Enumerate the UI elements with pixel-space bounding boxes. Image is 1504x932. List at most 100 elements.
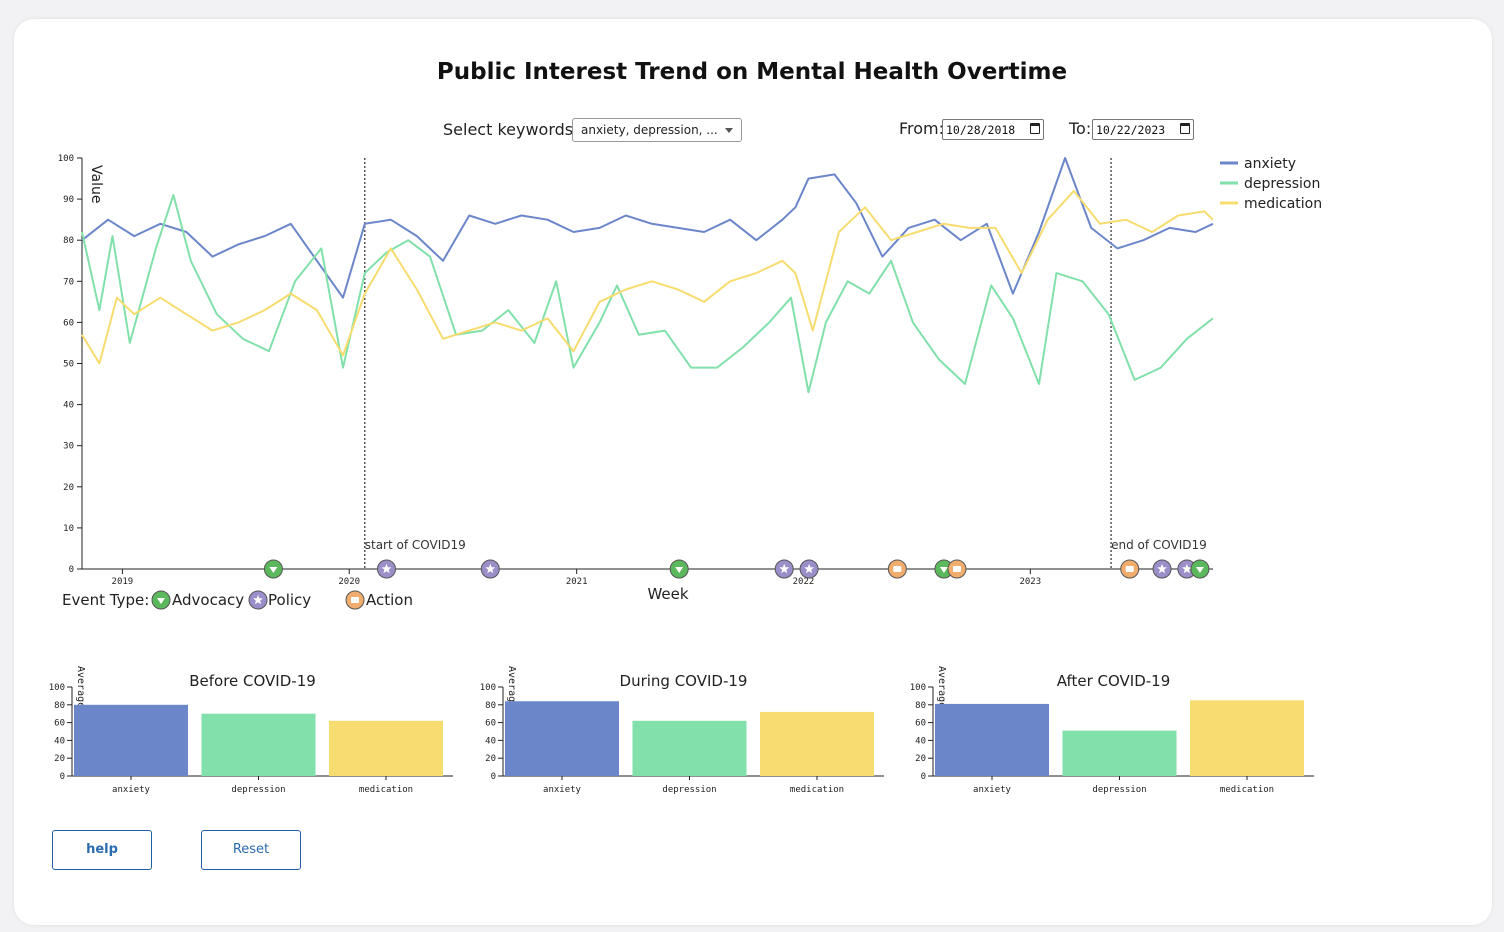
star-icon [1157,563,1167,574]
flag-icon [1125,566,1134,572]
series-line-medication [81,189,1214,365]
event-marker-advocacy [263,559,283,579]
event-marker-advocacy [669,559,689,579]
flag-icon [351,597,359,603]
x-tick-label: 2023 [1019,577,1041,587]
bar-y-tick-label: 80 [54,701,65,711]
bar-medication [329,720,443,776]
page-title: Public Interest Trend on Mental Health O… [436,59,1068,85]
bar-y-axis-label: Average [75,666,86,708]
bar-y-tick-label: 80 [485,701,496,711]
keywords-select-value: anxiety, depression, ... [581,123,718,137]
bar-depression [632,720,747,776]
bar-anxiety [935,703,1049,776]
calendar-icon[interactable] [1030,123,1040,134]
bar-x-tick-label: medication [790,785,844,795]
event-legend-item-policy: Policy [248,590,311,610]
bar-anxiety [505,701,619,776]
event-legend-title: Event Type: [62,591,149,609]
bar-x-tick-label: depression [1092,785,1146,795]
y-tick-label: 80 [63,236,74,246]
covid-marker-label: start of COVID19 [365,538,466,552]
bar-y-tick-label: 20 [485,754,496,764]
bar-y-tick-label: 60 [485,719,496,729]
x-tick-label: 2021 [566,577,588,587]
y-tick-label: 10 [63,524,74,534]
bar-y-tick-label: 40 [485,736,496,746]
bar-y-tick-label: 100 [480,683,496,693]
event-marker-policy [377,559,396,579]
y-tick-label: 30 [63,442,74,452]
x-axis-label: Week [647,585,688,603]
star-icon [1182,563,1192,574]
bar-x-tick-label: medication [1220,785,1274,795]
calendar-icon[interactable] [1180,123,1190,134]
star-icon [485,563,496,574]
y-tick-label: 70 [63,277,74,287]
keywords-select[interactable]: anxiety, depression, ... [572,118,742,142]
bar-y-tick-label: 100 [49,683,65,693]
from-date-input[interactable]: 10/28/2018 [942,119,1044,140]
from-label: From: [899,119,945,138]
event-legend-label: Policy [268,591,311,609]
from-date-value: 10/28/2018 [946,123,1016,137]
keywords-label: Select keywords: [443,120,579,139]
bar-y-tick-label: 0 [921,772,926,782]
bar-y-tick-label: 60 [915,719,926,729]
bar-medication [1190,700,1304,776]
event-marker-advocacy [934,559,954,579]
y-tick-label: 50 [63,360,74,370]
legend-label-depression: depression [1244,176,1320,192]
event-marker-policy [480,559,500,579]
to-date-value: 10/22/2023 [1096,123,1166,137]
bar-y-axis-label: Average [936,666,947,708]
event-legend-label: Action [366,591,413,609]
bar-depression [1062,730,1177,776]
heart-icon [1195,567,1204,573]
legend-label-anxiety: anxiety [1244,156,1296,172]
bar-y-tick-label: 40 [915,736,926,746]
chevron-down-icon[interactable] [725,128,733,133]
event-marker-policy [774,559,794,579]
x-tick-label: 2019 [112,577,134,587]
to-date-input[interactable]: 10/22/2023 [1092,119,1194,140]
after-covid-bar-chart: After COVID-19 0 20 40 60 80 100 Average anxiety… [910,666,1314,795]
event-legend-label: Advocacy [172,591,244,609]
bar-y-axis-label: Average [506,666,517,708]
before-covid-bar-chart: Before COVID-19 0 20 40 60 80 100 Average anxiet… [49,666,453,795]
bar-y-tick-label: 80 [915,701,926,711]
bar-chart-title: Before COVID-19 [189,672,316,690]
x-tick-label: 2020 [338,577,360,587]
bar-x-tick-label: depression [231,785,285,795]
bar-depression [201,713,316,776]
bar-x-tick-label: anxiety [543,785,582,795]
covid-marker-label: end of COVID19 [1111,538,1207,552]
bar-y-tick-label: 20 [54,754,65,764]
y-tick-label: 100 [58,154,74,164]
bar-y-tick-label: 0 [491,772,496,782]
event-marker-advocacy [1190,559,1210,579]
heart-icon [675,567,684,573]
bar-anxiety [74,704,188,776]
bar-chart-title: After COVID-19 [1057,672,1171,690]
during-covid-bar-chart: During COVID-19 0 20 40 60 80 100 Average anxiet… [480,666,884,795]
bar-y-tick-label: 40 [54,736,65,746]
y-tick-label: 60 [63,318,74,328]
y-tick-label: 20 [63,483,74,493]
star-icon [381,563,392,574]
star-icon [253,594,263,605]
bar-y-tick-label: 60 [54,719,65,729]
flag-icon [893,566,902,572]
bar-x-tick-label: depression [662,785,716,795]
flag-icon [952,566,961,572]
bar-x-tick-label: anxiety [973,785,1012,795]
event-legend-item-advocacy: Advocacy [151,590,244,610]
star-icon [804,563,814,574]
help-button[interactable]: help [52,830,152,870]
x-tick-label: 2022 [793,577,815,587]
trend-line-chart: 0 10 20 30 40 50 60 70 80 90 100 2019 2020 2021 2022 20… [58,154,1322,610]
bar-medication [760,711,874,776]
heart-icon [939,567,948,573]
reset-button[interactable]: Reset [201,830,301,870]
bar-y-tick-label: 0 [60,772,65,782]
